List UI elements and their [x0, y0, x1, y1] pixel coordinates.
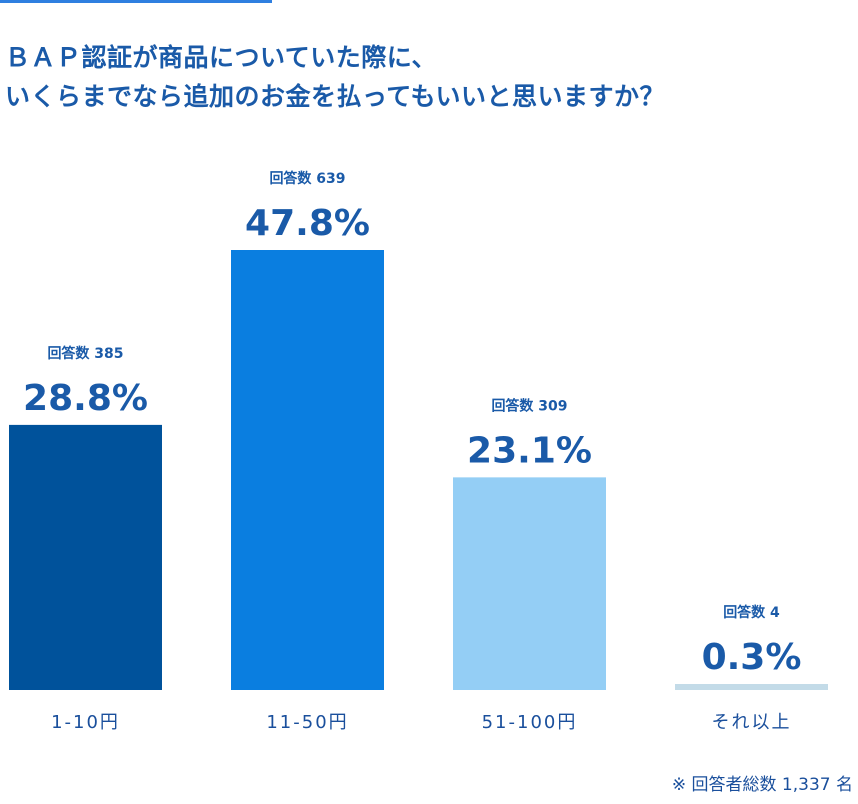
category-label-2: 11-50円	[266, 712, 348, 733]
bar-4-percent-label: 0.3%	[702, 637, 802, 678]
top-accent-rule	[0, 0, 272, 3]
chart-title-line-1: ＢＡＰ認証が商品についていた際に、	[5, 43, 438, 72]
bar-3-percent-label: 23.1%	[467, 430, 592, 471]
category-label-1: 1-10円	[51, 712, 120, 733]
bar-3	[453, 477, 606, 690]
bar-1	[9, 424, 162, 690]
category-label-3: 51-100円	[482, 712, 578, 733]
category-label-4: それ以上	[712, 712, 792, 733]
bar-4	[675, 684, 828, 690]
bar-2	[231, 250, 384, 690]
chart-title-line-2: いくらまでなら追加のお金を払ってもいいと思いますか？	[5, 82, 666, 111]
bar-4-count-label: 回答数 4	[723, 604, 780, 621]
bar-2-percent-label: 47.8%	[245, 203, 370, 244]
respondent-total-footnote: ※ 回答者総数 1,337 名	[671, 775, 853, 795]
bar-3-count-label: 回答数 309	[491, 397, 567, 414]
bar-1-percent-label: 28.8%	[23, 378, 148, 419]
bar-1-count-label: 回答数 385	[47, 345, 123, 362]
bar-2-count-label: 回答数 639	[269, 170, 345, 187]
chart-title: ＢＡＰ認証が商品についていた際に、 いくらまでなら追加のお金を払ってもいいと思い…	[5, 38, 855, 116]
